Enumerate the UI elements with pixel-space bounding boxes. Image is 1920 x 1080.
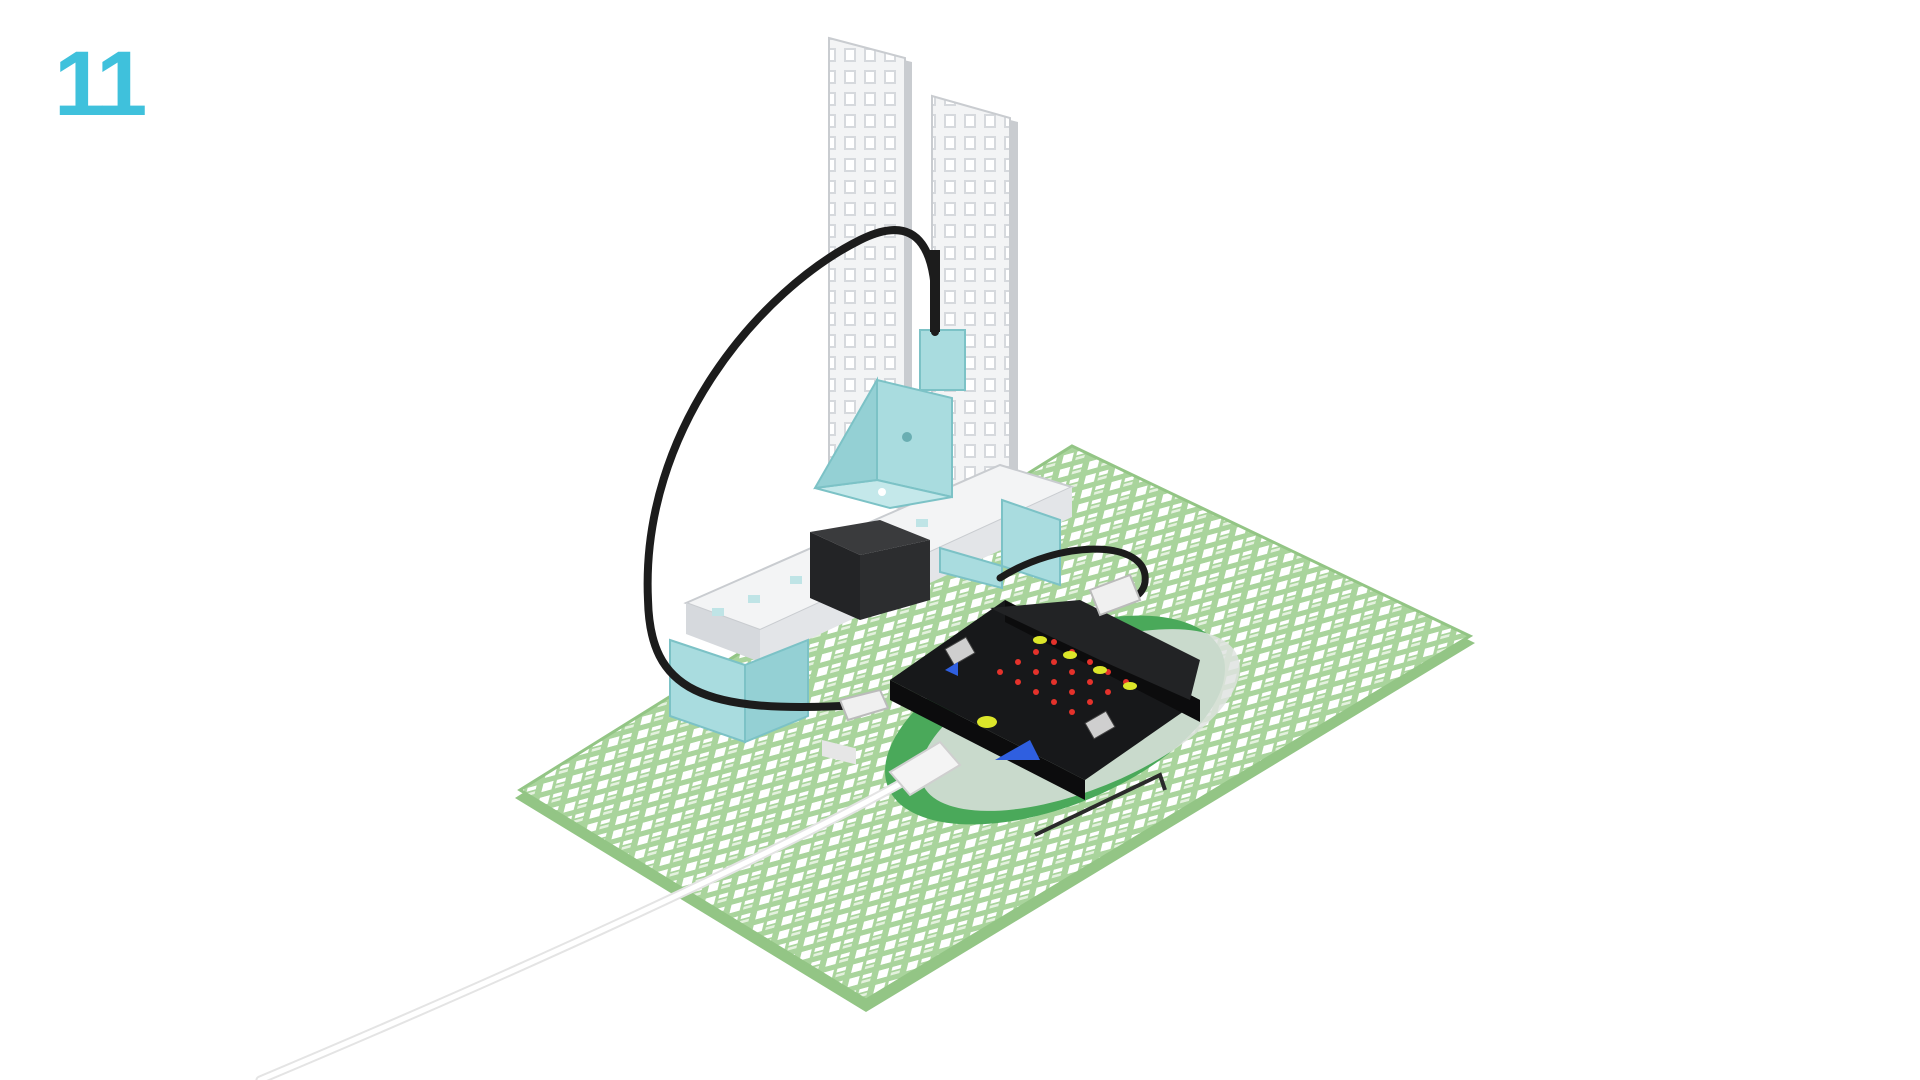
servo-motor xyxy=(810,520,930,765)
step-number: 11 xyxy=(54,33,147,135)
lever-wire xyxy=(1034,772,1167,837)
corner-bracket xyxy=(813,376,953,510)
battery-plug xyxy=(1088,573,1142,617)
servo-cable xyxy=(643,226,940,711)
servo-plug xyxy=(838,688,890,722)
teal-connectors xyxy=(669,498,1061,744)
battery-pack xyxy=(990,600,1200,700)
usb-cable xyxy=(255,740,962,1080)
upper-teal-connector xyxy=(919,329,966,391)
